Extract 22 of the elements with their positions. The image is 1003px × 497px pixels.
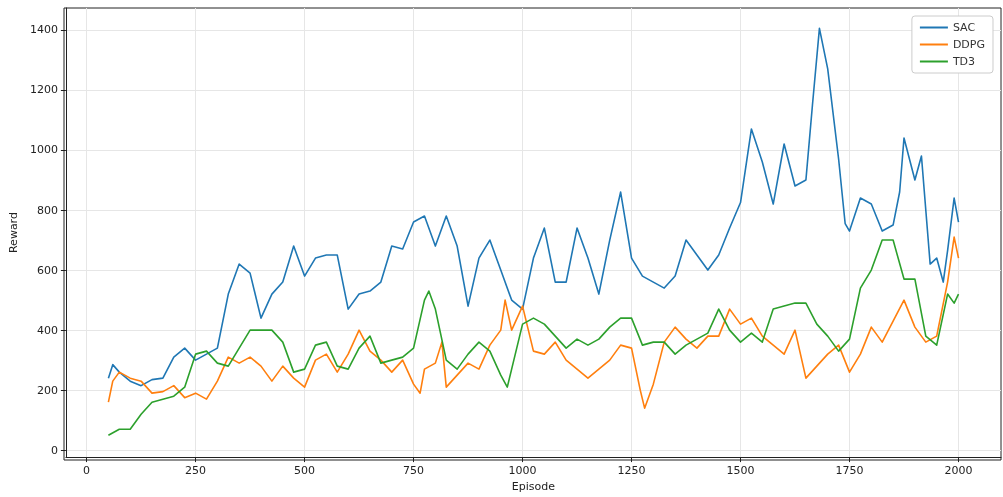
y-tick-label: 400 [36,323,58,337]
legend-label: DDPG [952,38,986,51]
y-axis-title: Reward [7,212,20,254]
legend-label: SAC [952,21,976,34]
y-tick-label: 0 [50,443,58,457]
x-tick-label: 2000 [944,464,973,478]
x-tick-label: 1750 [835,464,864,478]
x-tick-label: 750 [403,464,425,478]
y-tick-label: 800 [36,203,58,217]
y-tick-label: 1400 [29,23,58,37]
x-axis-title: Episode [511,480,556,493]
y-tick-label: 1000 [29,143,58,157]
y-tick-label: 200 [36,383,58,397]
legend-label: TD3 [951,55,976,68]
x-tick-label: 1000 [508,464,537,478]
y-tick-label: 1200 [29,83,58,97]
x-tick-label: 1500 [726,464,755,478]
y-tick-label: 600 [36,263,58,277]
x-tick-label: 1250 [617,464,646,478]
x-tick-label: 0 [83,464,91,478]
x-tick-label: 250 [185,464,207,478]
x-tick-label: 500 [294,464,316,478]
